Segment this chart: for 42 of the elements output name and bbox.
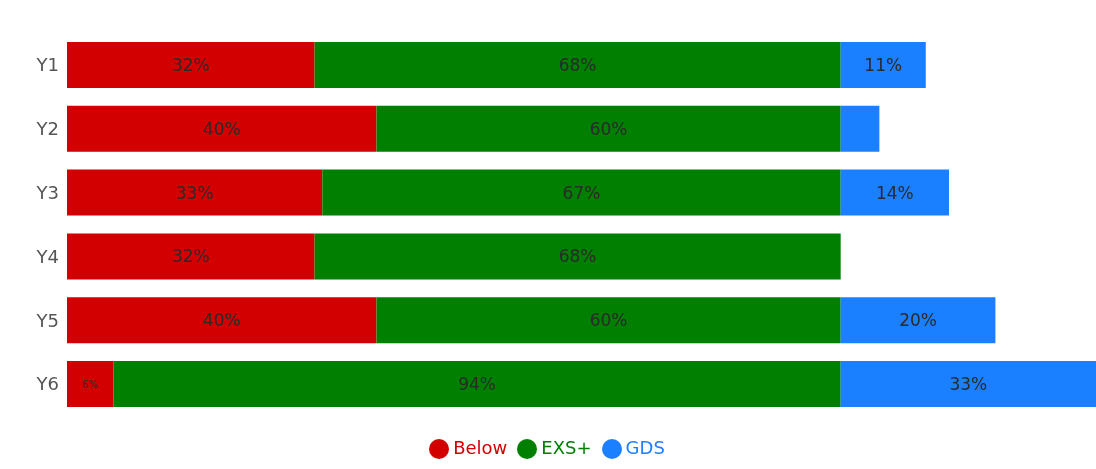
data-label: 33% bbox=[949, 374, 988, 395]
y-tick-label: Y3 bbox=[35, 181, 59, 203]
bar bbox=[322, 169, 841, 216]
data-label: 68% bbox=[558, 54, 597, 75]
data-label: 33% bbox=[175, 182, 214, 203]
data-label: 32% bbox=[171, 246, 210, 267]
bar bbox=[840, 297, 996, 344]
data-label: 32% bbox=[171, 54, 210, 75]
legend-label: Below bbox=[453, 437, 508, 458]
bar bbox=[840, 169, 949, 216]
legend-label: EXS+ bbox=[541, 437, 592, 458]
bar bbox=[840, 105, 880, 152]
bar bbox=[376, 297, 841, 344]
data-label: 68% bbox=[558, 246, 597, 267]
bar bbox=[840, 361, 1096, 408]
bar bbox=[67, 169, 323, 216]
y-tick-label: Y4 bbox=[35, 245, 59, 267]
bar bbox=[376, 105, 841, 152]
y-tick-label: Y5 bbox=[35, 309, 59, 331]
data-label: 40% bbox=[202, 118, 241, 139]
data-label: 6% bbox=[82, 378, 99, 390]
bar bbox=[840, 41, 926, 88]
bar bbox=[67, 361, 114, 408]
bar bbox=[113, 361, 841, 408]
y-tick-label: Y6 bbox=[35, 373, 59, 395]
bar bbox=[67, 297, 377, 344]
bar bbox=[67, 233, 315, 280]
data-label: 94% bbox=[458, 374, 496, 395]
data-label: 67% bbox=[562, 182, 601, 203]
data-label: 40% bbox=[202, 310, 241, 331]
data-label: 60% bbox=[589, 118, 628, 139]
bar bbox=[67, 105, 377, 152]
bar bbox=[314, 233, 841, 280]
data-label: 11% bbox=[864, 54, 903, 75]
y-tick-label: Y2 bbox=[35, 118, 59, 140]
y-tick-label: Y1 bbox=[35, 54, 59, 76]
legend-label: GDS bbox=[625, 437, 665, 458]
data-label: 20% bbox=[899, 310, 937, 331]
data-label: 60% bbox=[589, 310, 628, 331]
bar bbox=[67, 41, 315, 88]
data-label: 14% bbox=[875, 182, 914, 203]
bar bbox=[314, 41, 841, 88]
